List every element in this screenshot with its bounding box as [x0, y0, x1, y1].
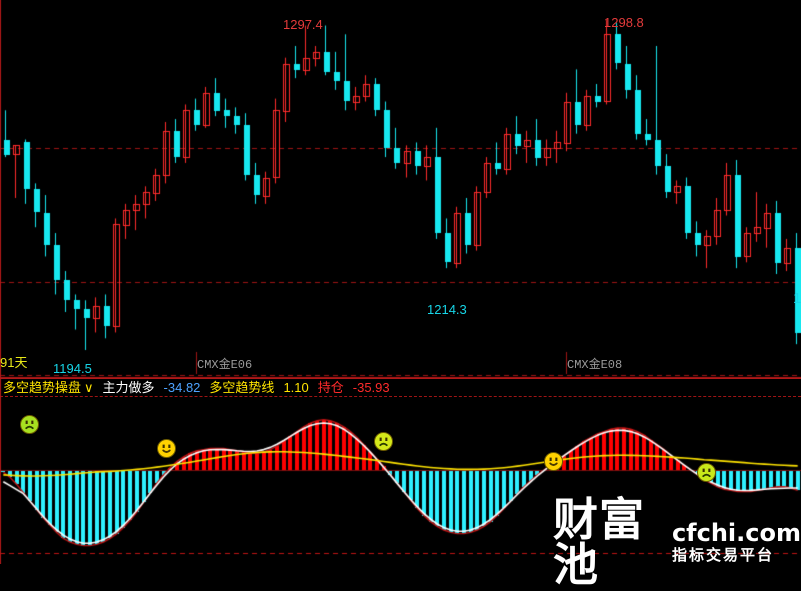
price-chart-pane[interactable]: 1297.4 1298.8 1214.3 1194.5 1 91天 CMX金E0… — [0, 0, 801, 378]
price-label-clipped: 1 — [793, 290, 801, 307]
watermark-text-group: cfchi.com 指标交易平台 — [672, 521, 801, 563]
watermark: 财富池 cfchi.com 指标交易平台 — [553, 497, 801, 587]
buy-signal-smiley-icon — [157, 439, 176, 458]
candlestick-canvas[interactable] — [0, 0, 801, 378]
price-label-high-2: 1298.8 — [604, 15, 644, 30]
price-label-high-1: 1297.4 — [283, 17, 323, 32]
sell-signal-frown-icon — [374, 432, 393, 451]
price-label-low-1: 1214.3 — [427, 302, 467, 317]
watermark-tagline: 指标交易平台 — [671, 546, 774, 564]
watermark-brand: 财富池 — [553, 493, 646, 591]
symbol-label-left: CMX金E06 — [197, 358, 253, 372]
indicator-pane[interactable]: 多空趋势操盘 ∨ 主力做多 -34.82 多空趋势线 1.10 持仓 -35.9… — [0, 378, 801, 564]
sell-signal-frown-icon — [697, 463, 716, 482]
period-label: 91天 — [0, 355, 28, 370]
oscillator-canvas[interactable] — [0, 378, 801, 564]
buy-signal-smiley-icon — [544, 452, 563, 471]
sell-signal-frown-icon — [20, 415, 39, 434]
watermark-domain: cfchi.com — [671, 519, 801, 547]
symbol-label-right: CMX金E08 — [567, 358, 623, 372]
price-label-low-2: 1194.5 — [53, 361, 92, 376]
